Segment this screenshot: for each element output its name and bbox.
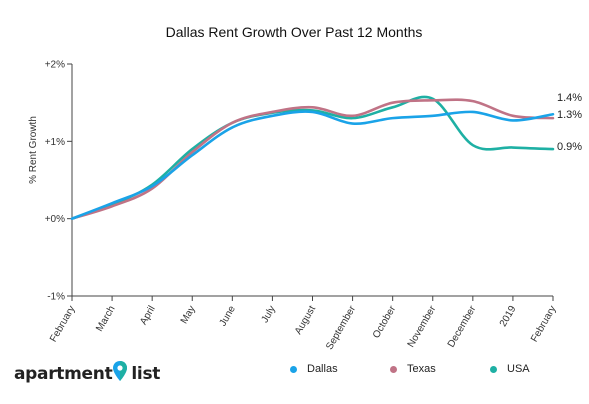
series-lines	[70, 95, 555, 220]
x-tick-label: March	[94, 304, 117, 334]
x-tick-label: 2019	[498, 304, 519, 329]
end-label-usa: 0.9%	[557, 141, 582, 153]
x-tick-label: May	[179, 304, 198, 326]
legend-dot-texas	[390, 365, 397, 373]
y-tick-label: +2%	[45, 60, 65, 71]
map-pin-icon	[113, 361, 128, 386]
legend-dot-dallas	[290, 365, 297, 373]
line-chart: Dallas Rent Growth Over Past 12 Months +…	[28, 24, 582, 352]
y-axis-label: % Rent Growth	[28, 116, 39, 184]
y-tick-label: +1%	[45, 137, 65, 148]
legend-label-texas: Texas	[407, 363, 436, 375]
x-tick-label: September	[324, 303, 358, 351]
brand-text-list: list	[131, 363, 161, 384]
brand-text-apartment: apartment	[14, 363, 113, 384]
y-tick-label: +0%	[45, 214, 65, 225]
legend-item-usa: USA	[490, 363, 530, 375]
end-label-texas: 1.4%	[557, 92, 582, 104]
legend-item-texas: Texas	[390, 363, 490, 375]
x-tick-label: December	[446, 303, 479, 349]
series-line-usa	[70, 95, 555, 220]
series-line-texas	[70, 98, 555, 220]
legend: Dallas Texas USA	[290, 363, 530, 375]
chart-title: Dallas Rent Growth Over Past 12 Months	[166, 24, 423, 40]
legend-item-dallas: Dallas	[290, 363, 390, 375]
x-tick-label: October	[371, 303, 399, 340]
x-tick-label: July	[260, 304, 278, 325]
x-tick-label: April	[138, 304, 158, 327]
x-tick-label: August	[293, 304, 318, 337]
legend-label-dallas: Dallas	[307, 363, 338, 375]
series-line-dallas	[70, 110, 555, 220]
legend-label-usa: USA	[507, 363, 530, 375]
x-tick-label: February	[529, 304, 559, 344]
legend-dot-usa	[490, 365, 497, 373]
brand-logo: apartment list	[14, 361, 160, 386]
end-labels: 1.4% 1.3% 0.9%	[557, 92, 582, 153]
x-tick-label: June	[218, 304, 239, 329]
footer: apartment list Dallas Texas USA	[0, 352, 589, 392]
y-tick-label: -1%	[47, 292, 65, 303]
x-tick-label: February	[48, 304, 78, 344]
x-tick-label: November	[406, 303, 439, 349]
end-label-dallas: 1.3%	[557, 109, 582, 121]
